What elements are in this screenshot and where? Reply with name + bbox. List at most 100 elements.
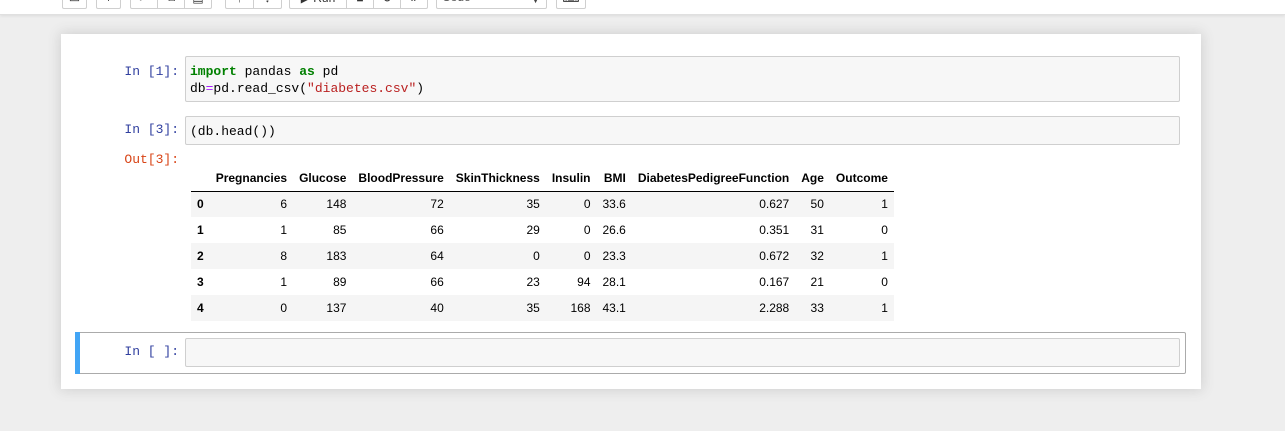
code-line: (db.head()): [190, 123, 1175, 140]
table-cell: 1: [280, 275, 288, 289]
table-cell: 23.3: [602, 249, 626, 263]
code-token: pd.read_csv(: [213, 81, 308, 96]
cell-3-selected[interactable]: [75, 332, 1186, 374]
cell-2-out-prompt: Out[3]:: [124, 152, 179, 167]
table-cell: 28.1: [602, 275, 626, 289]
column-header: [191, 165, 210, 191]
dataframe-body: 0 6 148 72 35 0 33.6 0.627 50 1 1 1 85 66 29 0 26.6 0.351…: [191, 191, 894, 321]
notebook-toolbar: ▭ + ✂ ⧉ ▤ ↑ ↓ ▶ Run ■ ↻ » Code ▼ ⌨: [0, 0, 1285, 15]
table-cell: 1: [280, 223, 288, 237]
code-line: db=pd.read_csv("diabetes.csv"): [190, 80, 1175, 97]
arrow-up-icon: ↑: [237, 0, 243, 5]
cell-1-in-prompt: In [1]:: [124, 64, 179, 79]
code-token: as: [299, 64, 315, 79]
table-cell: 33: [810, 301, 824, 315]
column-header: SkinThickness: [455, 170, 540, 185]
table-cell: 168: [570, 301, 591, 315]
table-cell: 21: [810, 275, 824, 289]
move-button-group: ↑ ↓: [225, 0, 282, 9]
row-index: 1: [197, 223, 204, 237]
table-cell: 33.6: [602, 197, 626, 212]
table-cell: 0.627: [759, 197, 790, 212]
cell-1-code-input[interactable]: import pandas as pd db=pd.read_csv("diabe…: [185, 56, 1180, 102]
table-cell: 35: [526, 301, 540, 315]
table-cell: 8: [280, 249, 288, 263]
move-up-button[interactable]: ↑: [225, 0, 254, 9]
dataframe-header-row: Pregnancies Glucose BloodPressure SkinThick…: [191, 165, 894, 191]
table-cell: 0: [881, 275, 888, 289]
row-index: 0: [197, 197, 204, 212]
cell-type-value: Code: [442, 0, 471, 4]
code-token: import: [190, 64, 237, 79]
table-cell: 0.672: [759, 249, 790, 263]
column-header: Pregnancies: [215, 170, 288, 185]
notebook-container: In [1]: import pandas as pd db=pd.read_cs…: [61, 34, 1201, 389]
cell-3-code-input[interactable]: [185, 338, 1180, 367]
cell-2-code-input[interactable]: (db.head()): [185, 116, 1180, 145]
table-cell: 89: [333, 275, 347, 289]
table-cell: 66: [430, 275, 444, 289]
table-cell: 40: [430, 301, 444, 315]
save-button[interactable]: ▭: [62, 0, 87, 9]
table-cell: 85: [333, 223, 347, 237]
run-button[interactable]: ▶ Run: [289, 0, 347, 9]
table-cell: 1: [881, 301, 888, 315]
table-row: 2 8 183 64 0 0 23.3 0.672 32 1: [191, 243, 894, 269]
arrow-down-icon: ↓: [265, 0, 271, 5]
scissors-icon: ✂: [139, 0, 149, 5]
table-cell: 32: [810, 249, 824, 263]
table-cell: 148: [326, 197, 347, 212]
code-token: pandas: [236, 64, 300, 79]
column-header: Age: [801, 170, 824, 185]
row-index: 3: [197, 275, 204, 289]
insert-cell-button[interactable]: +: [96, 0, 121, 9]
fast-forward-icon: »: [411, 0, 418, 5]
cell-selection-indicator: [75, 332, 80, 374]
cell-type-select[interactable]: Code ▼: [436, 0, 547, 9]
table-cell: 66: [430, 223, 444, 237]
restart-button[interactable]: ↻: [373, 0, 401, 9]
column-header: Outcome: [835, 170, 888, 185]
move-down-button[interactable]: ↓: [253, 0, 282, 9]
table-cell: 0: [881, 223, 888, 237]
table-cell: 0: [583, 249, 591, 263]
table-cell: 23: [526, 275, 540, 289]
table-cell: 43.1: [602, 301, 626, 315]
column-header: BloodPressure: [358, 170, 444, 185]
interrupt-button[interactable]: ■: [346, 0, 374, 9]
code-token: (db.head()): [190, 124, 276, 139]
table-cell: 31: [810, 223, 824, 237]
table-cell: 0.351: [759, 223, 790, 237]
table-row: 3 1 89 66 23 94 28.1 0.167 21 0: [191, 269, 894, 295]
restart-run-all-button[interactable]: »: [400, 0, 428, 9]
table-cell: 2.288: [759, 301, 790, 315]
table-row: 4 0 137 40 35 168 43.1 2.288 33 1: [191, 295, 894, 321]
table-row: 0 6 148 72 35 0 33.6 0.627 50 1: [191, 191, 894, 217]
play-icon: ▶: [301, 0, 314, 5]
save-icon: ▭: [69, 0, 80, 5]
cut-button[interactable]: ✂: [130, 0, 158, 9]
cell-3-in-prompt: In [ ]:: [124, 344, 179, 359]
command-palette-button[interactable]: ⌨: [556, 0, 586, 9]
table-cell: 0: [533, 249, 540, 263]
table-cell: 183: [326, 249, 347, 263]
table-cell: 26.6: [602, 223, 626, 237]
plus-icon: +: [105, 0, 112, 5]
paste-icon: ▤: [192, 0, 203, 5]
code-token: =: [205, 81, 214, 96]
row-index: 4: [197, 301, 204, 315]
code-token: ): [416, 81, 425, 96]
table-cell: 6: [280, 197, 288, 212]
edit-button-group: ✂ ⧉ ▤: [130, 0, 212, 9]
table-cell: 35: [526, 197, 540, 212]
keyboard-icon: ⌨: [562, 0, 579, 5]
code-token: pd: [314, 64, 339, 79]
table-cell: 0: [280, 301, 288, 315]
paste-button[interactable]: ▤: [184, 0, 212, 9]
table-cell: 1: [881, 249, 888, 263]
table-cell: 137: [326, 301, 347, 315]
table-cell: 50: [810, 197, 824, 212]
row-index: 2: [197, 249, 204, 263]
table-row: 1 1 85 66 29 0 26.6 0.351 31 0: [191, 217, 894, 243]
copy-button[interactable]: ⧉: [157, 0, 185, 9]
